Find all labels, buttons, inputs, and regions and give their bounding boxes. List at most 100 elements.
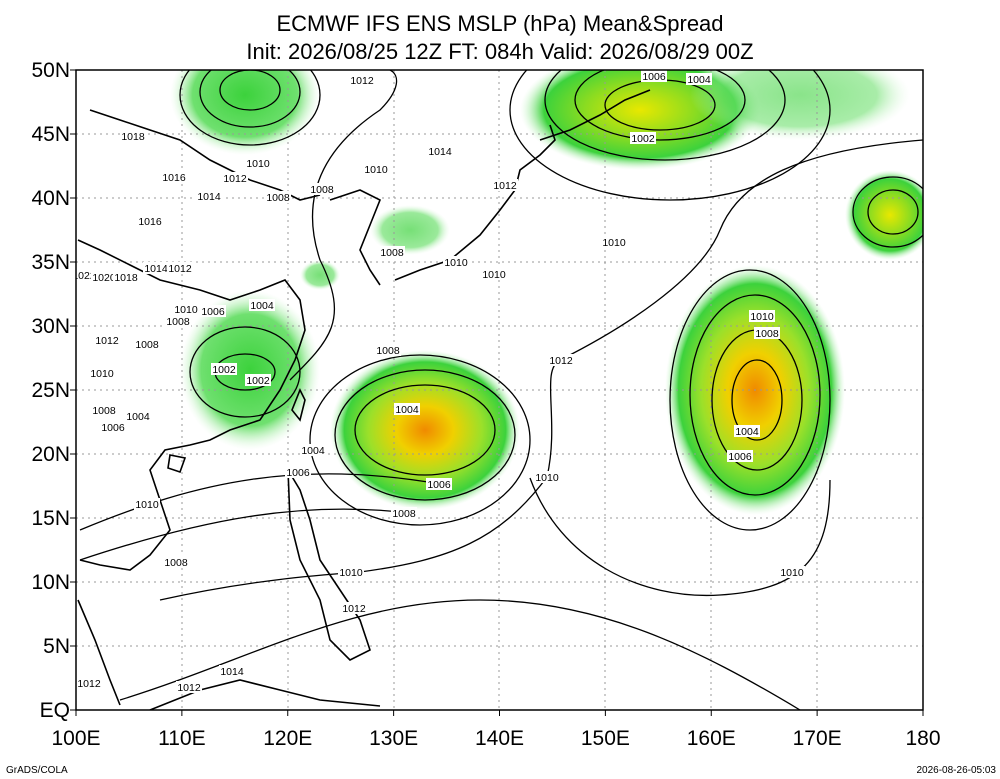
- contour-label-bg: [245, 157, 271, 169]
- contour-label: 1004: [687, 74, 711, 86]
- contour-label-bg: [163, 556, 189, 568]
- contour-label: 1006: [728, 451, 752, 463]
- lat-label: EQ: [40, 699, 70, 722]
- contour-label: 1002: [631, 133, 655, 145]
- contour-label: 1010: [602, 237, 626, 249]
- lat-label: 40N: [31, 187, 70, 210]
- footer-right: 2026-08-26-05:03: [916, 765, 996, 776]
- contour-label-bg: [265, 191, 291, 203]
- contour-label-bg: [176, 681, 202, 693]
- lon-label: 110E: [158, 727, 206, 750]
- contour-label-bg: [300, 444, 326, 456]
- contour-label: 1008: [92, 405, 116, 417]
- subtitle: Init: 2026/08/25 12Z FT: 084h Valid: 202…: [246, 39, 753, 64]
- contour-label-bg: [219, 665, 245, 677]
- contour-label: 1010: [535, 472, 559, 484]
- contour-label-bg: [427, 145, 453, 157]
- contour-label: 1010: [246, 158, 270, 170]
- contour-label-bg: [200, 305, 226, 317]
- contour-label-bg: [443, 256, 469, 268]
- axes: 50N 45N 40N 35N 30N 25N 20N 15N 10N 5N EQ 100E 110E 1…: [31, 59, 940, 750]
- contour-label-bg: [727, 450, 753, 462]
- contour-label: 1008: [135, 339, 159, 351]
- contour-label-bg: [686, 73, 712, 85]
- contour-label-bg: [481, 268, 507, 280]
- lat-label: 30N: [31, 315, 70, 338]
- contour-label-bg: [89, 367, 115, 379]
- contour-label: 1014: [220, 666, 244, 678]
- contour-label: 1018: [121, 131, 145, 143]
- contour-label: 1012: [177, 682, 201, 694]
- contour-label: 1016: [138, 216, 162, 228]
- contour-label-bg: [161, 171, 187, 183]
- contour-label-bg: [338, 566, 364, 578]
- contour-label-bg: [125, 410, 151, 422]
- contour-label: 1010: [482, 269, 506, 281]
- contour-label: 1004: [126, 411, 150, 423]
- lon-label: 100E: [51, 727, 100, 750]
- lon-label: 120E: [263, 727, 312, 750]
- contour-label-bg: [134, 338, 160, 350]
- contour-label-bg: [391, 507, 417, 519]
- contour-label-bg: [492, 179, 518, 191]
- contour-label-bg: [143, 262, 169, 274]
- contour-label-bg: [779, 566, 805, 578]
- footer-left: GrADS/COLA: [6, 765, 68, 776]
- contour-label-bg: [548, 354, 574, 366]
- lon-label: 140E: [475, 727, 524, 750]
- contour-label-bg: [630, 132, 656, 144]
- contour-label: 1008: [164, 557, 188, 569]
- contour-label-bg: [341, 602, 367, 614]
- contour-label: 1010: [90, 368, 114, 380]
- contour-label-bg: [120, 130, 146, 142]
- contour-label: 1012: [350, 75, 374, 87]
- contour-label: 1012: [493, 180, 517, 192]
- contour-label-bg: [309, 183, 335, 195]
- contour-label: 1004: [395, 404, 419, 416]
- lon-label: 150E: [581, 727, 630, 750]
- contour-label: 1008: [380, 247, 404, 259]
- contour-label: 1006: [201, 306, 225, 318]
- contour-label-bg: [222, 172, 248, 184]
- contour-label-bg: [285, 466, 311, 478]
- contour-label-bg: [363, 163, 389, 175]
- contour-label: 1010: [135, 499, 159, 511]
- contour-label-bg: [134, 498, 160, 510]
- lat-label: 25N: [31, 379, 70, 402]
- contour-label-bg: [749, 310, 775, 322]
- contour-label: 1008: [755, 328, 779, 340]
- contour-label: 1008: [266, 192, 290, 204]
- lat-label: 10N: [31, 571, 70, 594]
- lat-label: 5N: [43, 635, 70, 658]
- lat-label: 15N: [31, 507, 70, 530]
- contour-label: 1004: [250, 300, 274, 312]
- contour-label: 1014: [428, 146, 452, 158]
- contour-label: 1006: [642, 71, 666, 83]
- contour-label: 1008: [166, 316, 190, 328]
- contour-label: 1004: [735, 426, 759, 438]
- contour-label-bg: [245, 374, 271, 386]
- contour-label-bg: [167, 262, 193, 274]
- contour-label-bg: [113, 271, 139, 283]
- lat-label: 45N: [31, 123, 70, 146]
- contour-label: 1002: [246, 375, 270, 387]
- contour-label-bg: [91, 404, 117, 416]
- contour-label: 1022: [72, 270, 96, 282]
- contour-label: 1004: [301, 445, 325, 457]
- contour-label: 1006: [101, 422, 125, 434]
- contour-label: 1012: [168, 263, 192, 275]
- contour-label: 1010: [444, 257, 468, 269]
- contour-label-bg: [249, 299, 275, 311]
- contour-label-bg: [754, 327, 780, 339]
- contour-label-bg: [394, 403, 420, 415]
- contour-label: 1010: [750, 311, 774, 323]
- contour-label-bg: [349, 74, 375, 86]
- contour-label: 1002: [212, 364, 236, 376]
- contour-label: 1010: [364, 164, 388, 176]
- contour-label: 1012: [223, 173, 247, 185]
- contour-label-bg: [173, 303, 199, 315]
- lon-label: 170E: [793, 727, 842, 750]
